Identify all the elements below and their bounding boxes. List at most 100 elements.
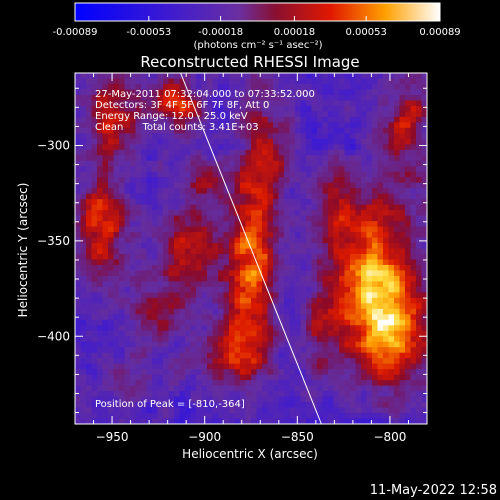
heatmap-cell <box>75 160 81 167</box>
heatmap-cell <box>102 204 109 211</box>
heatmap-cell <box>108 193 114 200</box>
heatmap-cell <box>306 407 312 414</box>
heatmap-cell <box>311 204 318 211</box>
heatmap-cell <box>146 391 153 397</box>
heatmap-cell <box>80 380 87 387</box>
heatmap-cell <box>262 149 268 156</box>
heatmap-cell <box>405 391 411 397</box>
heatmap-cell <box>350 177 356 184</box>
heatmap-cell <box>141 83 147 90</box>
heatmap-cell <box>284 374 290 381</box>
heatmap-cell <box>196 100 202 107</box>
heatmap-cell <box>223 166 230 173</box>
heatmap-cell <box>179 83 186 90</box>
heatmap-cell <box>75 89 81 96</box>
heatmap-cell <box>124 243 131 249</box>
heatmap-cell <box>91 281 98 288</box>
heatmap-cell <box>102 248 109 255</box>
heatmap-cell <box>355 221 362 227</box>
heatmap-cell <box>394 330 400 337</box>
heatmap-cell <box>295 116 301 123</box>
heatmap-cell <box>234 149 241 156</box>
heatmap-cell <box>377 116 384 123</box>
heatmap-cell <box>234 264 241 271</box>
heatmap-cell <box>333 232 340 238</box>
heatmap-cell <box>141 100 147 107</box>
heatmap-cell <box>328 188 334 195</box>
heatmap-cell <box>212 336 219 343</box>
heatmap-cell <box>185 264 191 271</box>
heatmap-cell <box>394 314 400 321</box>
heatmap-cell <box>421 286 428 293</box>
heatmap-cell <box>240 199 246 206</box>
heatmap-cell <box>394 303 400 310</box>
heatmap-cell <box>135 182 142 189</box>
heatmap-cell <box>174 319 180 326</box>
heatmap-cell <box>168 100 175 107</box>
heatmap-cell <box>75 149 81 156</box>
heatmap-cell <box>405 341 411 348</box>
heatmap-cell <box>207 116 213 123</box>
heatmap-cell <box>102 78 109 85</box>
heatmap-cell <box>267 73 274 79</box>
heatmap-cell <box>383 94 389 101</box>
heatmap-cell <box>97 347 103 354</box>
heatmap-cell <box>355 188 362 195</box>
heatmap-cell <box>75 171 81 178</box>
heatmap-cell <box>273 83 279 90</box>
heatmap-cell <box>80 149 87 156</box>
heatmap-cell <box>201 270 208 277</box>
heatmap-cell <box>185 292 191 299</box>
heatmap-cell <box>344 83 351 90</box>
heatmap-cell <box>141 243 147 249</box>
heatmap-cell <box>212 94 219 101</box>
heatmap-cell <box>234 319 241 326</box>
heatmap-cell <box>146 204 153 211</box>
annotation-energy: Energy Range: 12.0 - 25.0 keV <box>95 111 248 122</box>
heatmap-cell <box>240 116 246 123</box>
heatmap-cell <box>245 210 252 216</box>
heatmap-cell <box>218 402 224 408</box>
heatmap-cell <box>405 133 411 140</box>
heatmap-cell <box>223 413 230 419</box>
heatmap-cell <box>278 418 285 425</box>
heatmap-cell <box>179 330 186 337</box>
heatmap-cell <box>278 352 285 359</box>
heatmap-cell <box>157 111 164 118</box>
heatmap-cell <box>317 116 323 123</box>
heatmap-cell <box>421 144 428 151</box>
heatmap-cell <box>218 270 224 277</box>
heatmap-cell <box>212 259 219 266</box>
heatmap-cell <box>130 166 136 173</box>
heatmap-cell <box>394 413 400 419</box>
heatmap-cell <box>75 369 81 376</box>
heatmap-cell <box>240 204 246 211</box>
heatmap-cell <box>410 253 417 260</box>
heatmap-cell <box>185 105 191 112</box>
heatmap-cell <box>229 319 235 326</box>
heatmap-cell <box>130 281 136 288</box>
heatmap-cell <box>317 385 323 392</box>
heatmap-cell <box>295 369 301 376</box>
heatmap-cell <box>91 171 98 178</box>
heatmap-cell <box>223 155 230 162</box>
heatmap-cell <box>141 330 147 337</box>
heatmap-cell <box>102 155 109 162</box>
heatmap-cell <box>322 210 329 216</box>
heatmap-cell <box>152 199 158 206</box>
heatmap-cell <box>229 396 235 403</box>
heatmap-cell <box>251 73 257 79</box>
heatmap-cell <box>322 264 329 271</box>
heatmap-cell <box>333 325 340 332</box>
heatmap-cell <box>190 215 197 222</box>
heatmap-cell <box>163 133 169 140</box>
heatmap-cell <box>196 160 202 167</box>
heatmap-cell <box>278 264 285 271</box>
heatmap-cell <box>328 270 334 277</box>
heatmap-cell <box>311 259 318 266</box>
heatmap-cell <box>289 127 296 134</box>
heatmap-cell <box>344 330 351 337</box>
heatmap-cell <box>245 215 252 222</box>
heatmap-cell <box>267 391 274 397</box>
heatmap-cell <box>361 226 367 233</box>
